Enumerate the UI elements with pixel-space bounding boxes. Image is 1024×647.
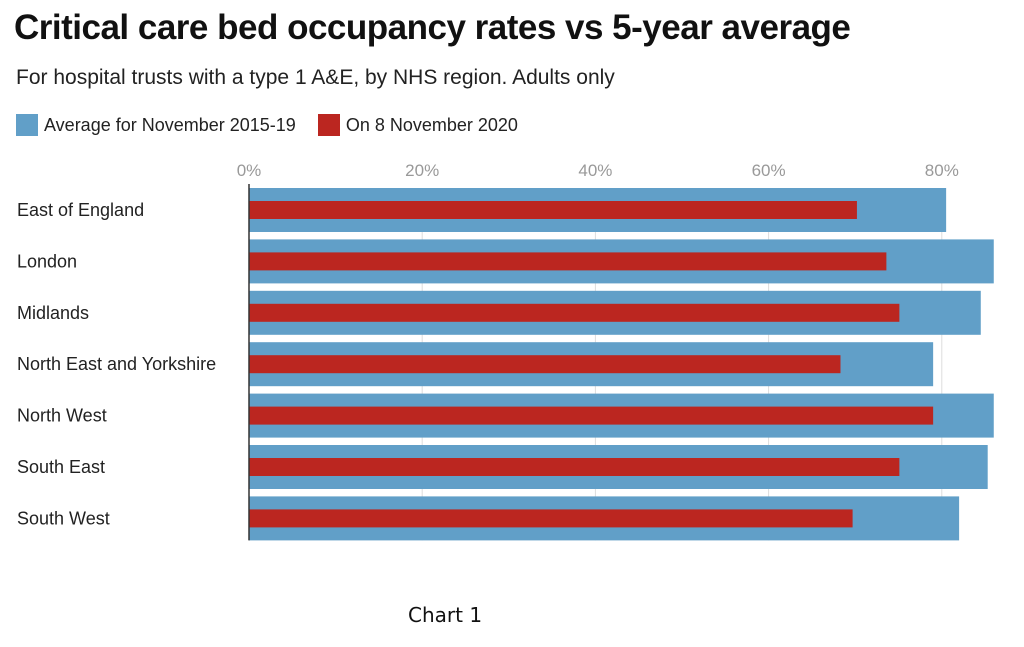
x-tick-label-0: 0% bbox=[237, 161, 262, 180]
x-tick-label-20: 20% bbox=[405, 161, 439, 180]
bar-2020-north-west bbox=[249, 406, 934, 425]
legend: Average for November 2015-19 On 8 Novemb… bbox=[16, 114, 540, 136]
legend-swatch-2020 bbox=[317, 114, 340, 136]
legend-swatch-average bbox=[16, 114, 38, 136]
chart-title: Critical care bed occupancy rates vs 5-y… bbox=[14, 8, 851, 47]
bar-2020-midlands bbox=[249, 303, 900, 322]
category-label-east-of-england: East of England bbox=[17, 200, 144, 220]
x-tick-label-40: 40% bbox=[578, 161, 612, 180]
category-label-south-west: South West bbox=[17, 508, 110, 528]
category-label-london: London bbox=[17, 251, 77, 271]
category-label-midlands: Midlands bbox=[17, 303, 89, 323]
x-tick-label-60: 60% bbox=[752, 161, 786, 180]
bar-chart: 0% 20% 40% 60% 80% East of England London Midla… bbox=[17, 161, 994, 541]
category-label-north-west: North West bbox=[17, 406, 107, 426]
legend-label-2020: On 8 November 2020 bbox=[345, 114, 518, 135]
legend-item-average: Average for November 2015-19 bbox=[16, 114, 296, 136]
legend-item-2020: On 8 November 2020 bbox=[317, 114, 518, 136]
category-label-north-east-and-yorkshire: North East and Yorkshire bbox=[17, 354, 216, 374]
bar-2020-east-of-england bbox=[249, 201, 857, 219]
bar-2020-north-east-and-yorkshire bbox=[249, 355, 841, 374]
bar-2020-london bbox=[249, 252, 887, 271]
bar-2020-south-east bbox=[249, 458, 900, 476]
chart-caption: Chart 1 bbox=[408, 603, 483, 627]
x-tick-label-80: 80% bbox=[925, 161, 959, 180]
category-label-south-east: South East bbox=[17, 457, 105, 477]
chart-subtitle: For hospital trusts with a type 1 A&E, b… bbox=[16, 66, 615, 89]
legend-label-average: Average for November 2015-19 bbox=[44, 114, 296, 135]
bar-2020-south-west bbox=[249, 509, 853, 528]
